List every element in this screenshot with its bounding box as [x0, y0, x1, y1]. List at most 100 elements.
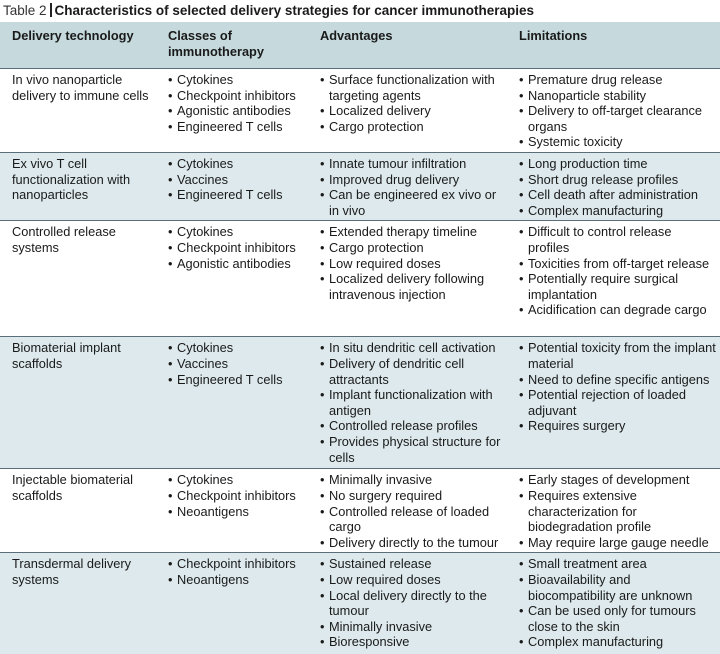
- caption-title: Characteristics of selected delivery str…: [54, 3, 534, 18]
- bullet-item: Delivery of dendritic cell attractants: [320, 356, 507, 387]
- bullet-item: Sustained release: [320, 556, 507, 572]
- table-row: Biomaterial implant scaffolds CytokinesVa…: [0, 336, 720, 469]
- caption: Table 2 Characteristics of selected deliv…: [0, 0, 720, 22]
- bullet-item: No surgery required: [320, 488, 507, 504]
- bullet-item: Extended therapy timeline: [320, 224, 507, 240]
- bullet-item: Toxicities from off-target release: [519, 256, 716, 272]
- bullet-item: Cytokines: [168, 72, 308, 88]
- bullet-item: Complex manufacturing: [519, 203, 716, 219]
- header-cell: Advantages: [312, 22, 511, 69]
- bullet-item: Localized delivery: [320, 103, 507, 119]
- bullet-item: Innate tumour infiltration: [320, 156, 507, 172]
- advantages-list: Surface functionalization with targeting…: [320, 72, 507, 134]
- limitations-cell: Premature drug releaseNanoparticle stabi…: [511, 69, 720, 153]
- bullet-item: Low required doses: [320, 572, 507, 588]
- bullet-item: Cargo protection: [320, 240, 507, 256]
- limitations-cell: Early stages of developmentRequires exte…: [511, 469, 720, 553]
- bullet-item: Requires extensive characterization for …: [519, 488, 716, 535]
- bullet-item: Bioavailability and biocompatibility are…: [519, 572, 716, 603]
- bullet-item: Potentially require surgical implantatio…: [519, 271, 716, 302]
- bullet-item: Can be engineered ex vivo or in vivo: [320, 187, 507, 218]
- bullet-item: Local delivery directly to the tumour: [320, 588, 507, 619]
- bullet-item: Early stages of development: [519, 472, 716, 488]
- advantages-cell: Innate tumour infiltrationImproved drug …: [312, 153, 511, 221]
- technology-cell: Biomaterial implant scaffolds: [12, 340, 121, 371]
- table: Delivery technology Classes of immunother…: [0, 22, 720, 654]
- bullet-item: Cell death after administration: [519, 187, 716, 203]
- classes-cell: CytokinesVaccinesEngineered T cells: [160, 153, 312, 221]
- classes-list: Checkpoint inhibitorsNeoantigens: [168, 556, 308, 587]
- bullet-item: Checkpoint inhibitors: [168, 88, 308, 104]
- bullet-item: Potential toxicity from the implant mate…: [519, 340, 716, 371]
- classes-cell: CytokinesCheckpoint inhibitorsAgonistic …: [160, 221, 312, 337]
- advantages-list: Sustained releaseLow required dosesLocal…: [320, 556, 507, 650]
- bullet-item: Nanoparticle stability: [519, 88, 716, 104]
- bullet-item: Improved drug delivery: [320, 172, 507, 188]
- bullet-item: Provides physical structure for cells: [320, 434, 507, 465]
- technology-cell: Transdermal delivery systems: [12, 556, 132, 587]
- advantages-list: Minimally invasiveNo surgery requiredCon…: [320, 472, 507, 550]
- limitations-cell: Small treatment areaBioavailability and …: [511, 553, 720, 654]
- bullet-item: Neoantigens: [168, 572, 308, 588]
- bullet-item: Premature drug release: [519, 72, 716, 88]
- table-body: In vivo nanoparticle delivery to immune …: [0, 68, 720, 654]
- classes-list: CytokinesCheckpoint inhibitorsAgonistic …: [168, 224, 308, 271]
- bullet-item: Neoantigens: [168, 504, 308, 520]
- header-cell: Limitations: [511, 22, 720, 69]
- bullet-item: Delivery to off-target clearance organs: [519, 103, 716, 134]
- table-row: Injectable biomaterial scaffolds Cytokine…: [0, 468, 720, 553]
- bullet-item: Cargo protection: [320, 119, 507, 135]
- limitations-list: Early stages of developmentRequires exte…: [519, 472, 716, 550]
- bullet-item: Checkpoint inhibitors: [168, 488, 308, 504]
- bullet-item: Checkpoint inhibitors: [168, 240, 308, 256]
- bullet-item: Localized delivery following intravenous…: [320, 271, 507, 302]
- bullet-item: Engineered T cells: [168, 119, 308, 135]
- technology-cell: Controlled release systems: [12, 224, 116, 255]
- classes-list: CytokinesCheckpoint inhibitorsNeoantigen…: [168, 472, 308, 519]
- bullet-item: Controlled release profiles: [320, 418, 507, 434]
- bullet-item: Agonistic antibodies: [168, 103, 308, 119]
- advantages-cell: Surface functionalization with targeting…: [312, 69, 511, 153]
- table-row: Ex vivo T cell functionalization with na…: [0, 152, 720, 221]
- bullet-item: Minimally invasive: [320, 619, 507, 635]
- bullet-item: Potential rejection of loaded adjuvant: [519, 387, 716, 418]
- classes-list: CytokinesVaccinesEngineered T cells: [168, 340, 308, 387]
- bullet-item: Checkpoint inhibitors: [168, 556, 308, 572]
- classes-cell: Checkpoint inhibitorsNeoantigens: [160, 553, 312, 654]
- limitations-cell: Long production timeShort drug release p…: [511, 153, 720, 221]
- caption-label: Table 2: [3, 3, 47, 18]
- header-cell: Classes of immunotherapy: [160, 22, 312, 69]
- bullet-item: Long production time: [519, 156, 716, 172]
- bullet-item: Bioresponsive: [320, 634, 507, 650]
- caption-separator: [49, 3, 52, 17]
- advantages-cell: Sustained releaseLow required dosesLocal…: [312, 553, 511, 654]
- table-row: Transdermal delivery systems Checkpoint i…: [0, 552, 720, 654]
- header-row: Delivery technology Classes of immunother…: [0, 22, 720, 69]
- bullet-item: Implant functionalization with antigen: [320, 387, 507, 418]
- bullet-item: In situ dendritic cell activation: [320, 340, 507, 356]
- limitations-list: Premature drug releaseNanoparticle stabi…: [519, 72, 716, 150]
- technology-cell: Injectable biomaterial scaffolds: [12, 472, 133, 503]
- bullet-item: Cytokines: [168, 224, 308, 240]
- bullet-item: Acidification can degrade cargo: [519, 302, 716, 318]
- table-row: Controlled release systems CytokinesCheck…: [0, 220, 720, 337]
- advantages-cell: In situ dendritic cell activationDeliver…: [312, 337, 511, 469]
- bullet-item: Short drug release profiles: [519, 172, 716, 188]
- limitations-list: Potential toxicity from the implant mate…: [519, 340, 716, 434]
- bullet-item: Vaccines: [168, 356, 308, 372]
- advantages-cell: Minimally invasiveNo surgery requiredCon…: [312, 469, 511, 553]
- limitations-cell: Potential toxicity from the implant mate…: [511, 337, 720, 469]
- limitations-list: Small treatment areaBioavailability and …: [519, 556, 716, 650]
- technology-cell: Ex vivo T cell functionalization with na…: [12, 156, 131, 203]
- header-cell: Delivery technology: [0, 22, 160, 69]
- bullet-item: Cytokines: [168, 156, 308, 172]
- bullet-item: May require large gauge needle: [519, 535, 716, 551]
- bullet-item: Cytokines: [168, 340, 308, 356]
- limitations-cell: Difficult to control release profilesTox…: [511, 221, 720, 337]
- limitations-list: Long production timeShort drug release p…: [519, 156, 716, 218]
- bullet-item: Low required doses: [320, 256, 507, 272]
- bullet-item: Controlled release of loaded cargo: [320, 504, 507, 535]
- bullet-item: Engineered T cells: [168, 372, 308, 388]
- bullet-item: Difficult to control release profiles: [519, 224, 716, 255]
- table-row: In vivo nanoparticle delivery to immune …: [0, 68, 720, 153]
